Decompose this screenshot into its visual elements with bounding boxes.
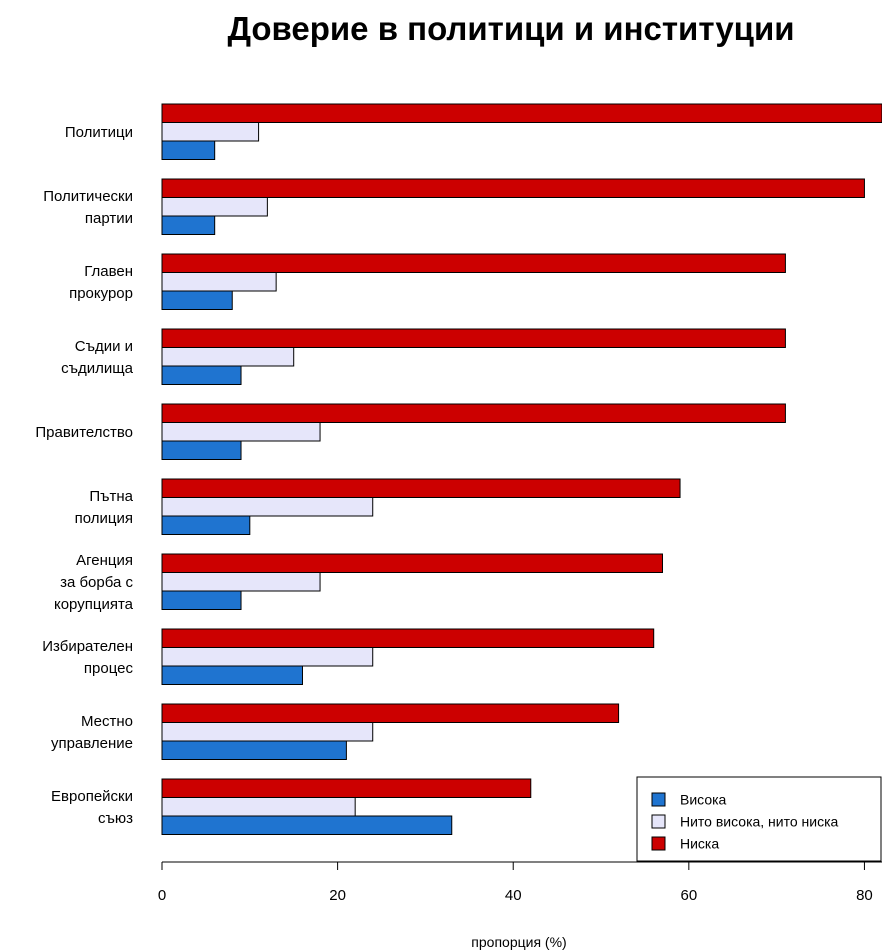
legend-box <box>636 776 882 862</box>
x-axis: 0 20 40 60 80 <box>158 861 882 904</box>
bar-4-series-3 <box>161 328 786 348</box>
bars-layer <box>161 103 882 835</box>
bar-3-series-3 <box>161 253 786 273</box>
bar-1-series-3 <box>161 103 882 123</box>
legend-label: Висока <box>680 792 727 808</box>
bar-7-series-3 <box>161 553 663 573</box>
bar-1-series-1 <box>161 140 216 160</box>
bar-5-series-1 <box>161 440 242 460</box>
chart-title: Доверие в политици и институции <box>227 10 795 47</box>
bar-1-series-2 <box>161 122 260 142</box>
category-label: Правителство <box>35 424 133 441</box>
category-label: Пътна полиция <box>75 488 134 527</box>
x-axis-label: пропорция (%) <box>471 934 566 950</box>
category-label: Политици <box>65 124 133 141</box>
bar-6-series-1 <box>161 515 251 535</box>
bar-6-series-3 <box>161 478 681 498</box>
bar-10-series-3 <box>161 778 532 798</box>
category-label: Местно управление <box>51 713 133 752</box>
bar-9-series-1 <box>161 740 347 760</box>
category-label: Европейски съюз <box>51 788 133 827</box>
bar-5-series-2 <box>161 422 321 442</box>
bar-2-series-3 <box>161 178 865 198</box>
x-tick-label: 40 <box>505 887 522 904</box>
bar-4-series-2 <box>161 347 295 367</box>
x-tick-label: 20 <box>329 887 346 904</box>
legend-swatch <box>651 836 666 851</box>
bar-6-series-2 <box>161 497 374 517</box>
bar-7-series-1 <box>161 590 242 610</box>
bar-3-series-2 <box>161 272 277 292</box>
bar-7-series-2 <box>161 572 321 592</box>
category-labels: Политици Политически партии Главен прокурор С… <box>35 124 133 827</box>
category-label: Агенция за борба с корупцията <box>54 552 134 613</box>
bar-8-series-1 <box>161 665 303 685</box>
category-label: Съдии и съдилища <box>61 338 133 377</box>
bar-4-series-1 <box>161 365 242 385</box>
bar-3-series-1 <box>161 290 233 310</box>
bar-2-series-1 <box>161 215 216 235</box>
legend: Висока Нито висока, нито ниска Ниска <box>636 776 882 862</box>
category-label: Избирателен процес <box>42 638 133 677</box>
bar-5-series-3 <box>161 403 786 423</box>
x-tick-label: 80 <box>856 887 873 904</box>
x-tick-label: 60 <box>680 887 697 904</box>
bar-10-series-1 <box>161 815 453 835</box>
legend-swatch <box>651 814 666 829</box>
bar-8-series-2 <box>161 647 374 667</box>
bar-8-series-3 <box>161 628 655 648</box>
legend-label: Ниска <box>680 836 719 852</box>
bar-9-series-2 <box>161 722 374 742</box>
category-label: Политически партии <box>43 188 133 227</box>
legend-swatch <box>651 792 666 807</box>
x-tick-label: 0 <box>158 887 166 904</box>
bar-2-series-2 <box>161 197 268 217</box>
bar-10-series-2 <box>161 797 356 817</box>
category-label: Главен прокурор <box>69 263 133 302</box>
bar-9-series-3 <box>161 703 620 723</box>
legend-label: Нито висока, нито ниска <box>680 814 839 830</box>
